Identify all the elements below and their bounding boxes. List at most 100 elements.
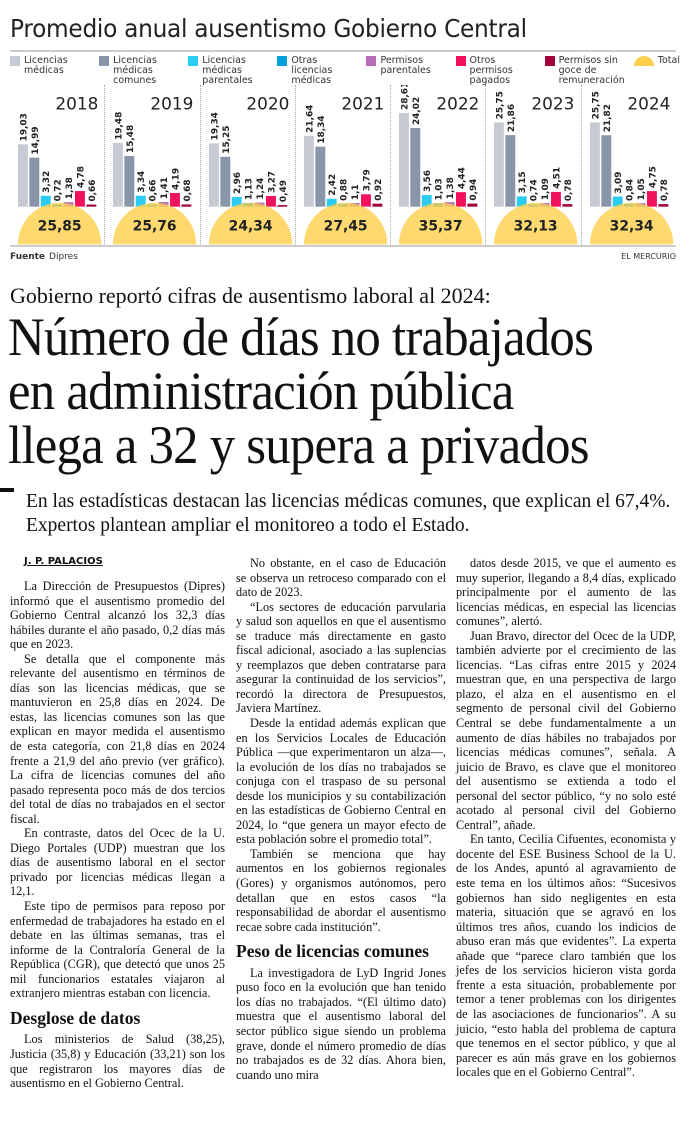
year-label: 2019 (151, 93, 194, 113)
legend-item: Permisos sin goce de remuneración (544, 56, 628, 86)
source-label: Fuente (10, 252, 46, 262)
bar-value-label: 3,34 (137, 171, 147, 193)
bar-2 (231, 196, 242, 207)
bar-value-label: 1,09 (541, 178, 551, 200)
bar-value-label: 19,48 (115, 112, 125, 140)
total-semicircle (113, 202, 197, 245)
bar-0 (113, 142, 124, 207)
bar-2 (136, 195, 146, 207)
legend-swatch (99, 56, 110, 66)
year-label: 2021 (341, 93, 384, 113)
bar-0 (589, 122, 600, 207)
bar-value-label: 1,1 (351, 184, 361, 200)
legend-swatch (188, 56, 199, 66)
bar-value-label: 0,92 (374, 179, 384, 201)
total-value-label: 32,13 (514, 219, 558, 235)
article-column-3: datos desde 2015, ve que el aumento es m… (456, 556, 676, 1080)
paragraph: En contraste, datos del Ocec de la U. Di… (10, 826, 225, 899)
bar-value-label: 15,48 (126, 125, 136, 153)
subhead: Peso de licencias comunes (236, 941, 429, 962)
legend-label: Permisos parentales (380, 55, 431, 76)
paragraph: La investigadora de LyD Ingrid Jones pus… (236, 965, 446, 1082)
bar-value-label: 3,15 (519, 171, 529, 193)
legend-label: Licencias médicas (24, 55, 68, 76)
bar-5 (360, 194, 371, 207)
bar-0 (494, 122, 505, 207)
bar-value-label: 3,79 (362, 169, 372, 191)
bar-0 (208, 143, 219, 207)
subhead: Desglose de datos (10, 1007, 141, 1028)
bar-value-label: 4,19 (172, 168, 182, 190)
total-value-label: 24,34 (228, 219, 272, 235)
legend-swatch (10, 56, 20, 66)
total-semicircle (208, 202, 292, 245)
bar-value-label: 3,09 (614, 172, 624, 194)
bar-1 (124, 155, 135, 207)
chart-credit: EL MERCURIO (621, 252, 676, 261)
paragraph: datos desde 2015, ve que el aumento es m… (456, 556, 676, 629)
paragraph: Se detalla que el componente más relevan… (10, 651, 225, 826)
bar-1 (29, 157, 40, 207)
bar-6 (86, 204, 97, 207)
total-value-label: 27,45 (324, 219, 368, 235)
total-semicircle (589, 202, 673, 245)
bar-6 (562, 204, 573, 207)
legend-swatch (277, 56, 288, 66)
headline-line: en administración pública (8, 361, 514, 421)
year-panel-2020: 2020 19,34 15,25 2,96 1,13 1,24 3,27 0,49 24,34 (208, 85, 296, 245)
bar-value-label: 0,94 (469, 179, 479, 201)
total-semicircle (494, 202, 578, 245)
bar-5 (456, 192, 467, 207)
paragraph: Desde la entidad además explican que en … (236, 716, 446, 847)
bar-value-label: 0,72 (54, 179, 64, 201)
bar-value-label: 3,56 (423, 170, 433, 192)
year-panel-2024: 2024 25,75 21,82 3,09 0,84 1,054,750,78 32,34 (589, 91, 673, 245)
bar-5 (75, 191, 85, 207)
bar-6 (467, 203, 478, 207)
year-label: 2020 (246, 93, 289, 113)
total-value-label: 25,76 (133, 219, 177, 235)
legend-item: Otras licencias médicas (277, 56, 360, 86)
bar-value-label: 4,44 (458, 167, 468, 189)
bar-6 (181, 204, 192, 207)
source-value: Dipres (49, 252, 78, 262)
bar-1 (410, 128, 421, 207)
bar-6 (276, 205, 287, 207)
bar-2 (326, 198, 337, 207)
legend-label: Otros permisos pagados (469, 55, 513, 86)
legend-item: Licencias médicas comunes (99, 56, 182, 86)
bar-value-label: 21,82 (602, 104, 612, 132)
paragraph: Este tipo de permisos para reposo por en… (10, 899, 225, 1001)
article-column-2: No obstante, en el caso de Educación se … (236, 556, 446, 1082)
bar-value-label: 15,25 (221, 126, 231, 154)
paragraph: Juan Bravo, director del Ocec de la UDP,… (456, 628, 676, 832)
legend-swatch (633, 56, 654, 66)
bar-value-label: 0,74 (530, 179, 540, 201)
bar-value-label: 0,78 (564, 179, 574, 201)
divider (10, 245, 676, 247)
legend-label: Licencias médicas parentales (202, 55, 253, 86)
bar-value-label: 0,66 (149, 180, 159, 202)
bar-2 (517, 196, 528, 207)
legend-item: Total (633, 56, 680, 86)
legend-item: Licencias médicas (10, 56, 93, 86)
headline-line: llega a 32 y supera a privados (8, 415, 589, 475)
bar-value-label: 0,49 (278, 180, 288, 202)
kicker: Gobierno reportó cifras de ausentismo la… (10, 283, 491, 308)
bar-value-label: 21,64 (305, 105, 315, 133)
paragraph: “Los sectores de educación parvularia y … (236, 599, 446, 716)
year-label: 2018 (55, 93, 98, 113)
bar-0 (17, 144, 28, 207)
bar-1 (505, 135, 516, 207)
legend-item: Licencias médicas parentales (188, 56, 271, 86)
bar-value-label: 24,02 (412, 97, 422, 125)
bar-0 (399, 112, 409, 207)
bar-value-label: 1,24 (256, 178, 266, 200)
bar-value-label: 1,05 (637, 178, 647, 200)
paragraph: No obstante, en el caso de Educación se … (236, 556, 446, 600)
bar-value-label: 0,68 (183, 179, 193, 201)
bar-5 (551, 191, 562, 207)
bar-value-label: 14,99 (31, 126, 41, 154)
paragraph: La Dirección de Presupuestos (Dipres) in… (10, 579, 225, 652)
